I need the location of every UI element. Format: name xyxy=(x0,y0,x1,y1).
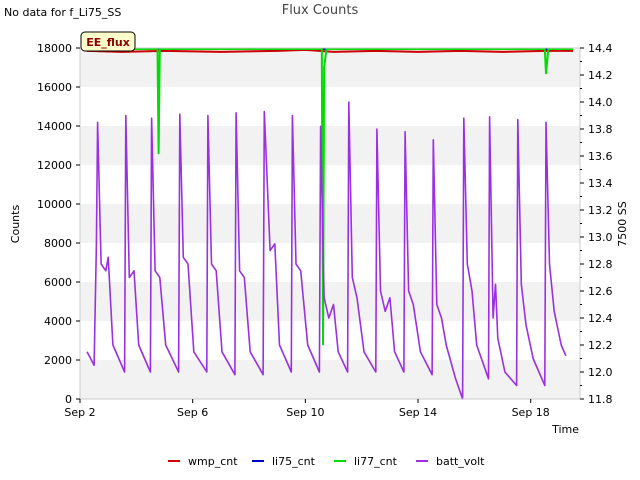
y-tick-label: 8000 xyxy=(44,237,72,250)
series-line-wmp-cnt xyxy=(86,48,573,53)
y2-tick-label: 12.2 xyxy=(588,339,613,352)
y-tick-label: 4000 xyxy=(44,315,72,328)
grid-band xyxy=(80,360,580,399)
legend-label-li75-cnt: li75_cnt xyxy=(272,455,316,468)
y2-tick-label: 12.8 xyxy=(588,258,613,271)
y2-tick-label: 14.0 xyxy=(588,96,613,109)
y2-tick-label: 13.8 xyxy=(588,123,613,136)
y-tick-label: 18000 xyxy=(37,42,72,55)
y2-tick-label: 14.2 xyxy=(588,69,613,82)
grid-band xyxy=(80,204,580,243)
legend-label-wmp-cnt: wmp_cnt xyxy=(188,455,238,468)
x-tick-label: Sep 18 xyxy=(512,406,550,419)
grid-band xyxy=(80,126,580,165)
ee-flux-annotation-text: EE_flux xyxy=(86,36,130,49)
x-tick-label: Sep 10 xyxy=(286,406,324,419)
y-axis-label: Counts xyxy=(9,205,22,244)
y2-tick-label: 11.8 xyxy=(588,393,613,406)
y-tick-label: 16000 xyxy=(37,81,72,94)
series-line-li77-cnt xyxy=(87,48,573,346)
series-line-batt-volt xyxy=(86,101,567,400)
left-axis-ticks: 0 2000 4000 6000 8000 10000 12000 14000 16000 180… xyxy=(37,42,80,406)
y-tick-label: 0 xyxy=(65,393,72,406)
y-tick-label: 10000 xyxy=(37,198,72,211)
y2-tick-label: 12.6 xyxy=(588,285,613,298)
y-tick-label: 12000 xyxy=(37,159,72,172)
chart-title: Flux Counts xyxy=(281,3,359,18)
y2-tick-label: 13.4 xyxy=(588,177,613,190)
x-tick-label: Sep 6 xyxy=(177,406,208,419)
x-axis-label: Time xyxy=(551,423,579,436)
y2-tick-label: 14.4 xyxy=(588,42,613,55)
y2-tick-label: 13.6 xyxy=(588,150,613,163)
series-lines xyxy=(86,48,573,400)
y2-axis-label: 7500 SS xyxy=(616,201,629,246)
y-tick-label: 6000 xyxy=(44,276,72,289)
x-tick-label: Sep 2 xyxy=(64,406,95,419)
y2-tick-label: 12.4 xyxy=(588,312,613,325)
y-tick-label: 14000 xyxy=(37,120,72,133)
legend: wmp_cnt li75_cnt li77_cnt batt_volt xyxy=(168,455,485,468)
y-tick-label: 2000 xyxy=(44,354,72,367)
legend-label-batt-volt: batt_volt xyxy=(436,455,485,468)
y2-tick-label: 13.0 xyxy=(588,231,613,244)
no-data-note: No data for f_Li75_SS xyxy=(4,6,122,19)
right-axis-ticks: 11.8 12.0 12.2 12.4 12.6 12.8 13.0 13.2 13.4 13.6… xyxy=(580,42,613,406)
background-bands xyxy=(80,48,580,399)
x-axis-ticks: Sep 2 Sep 6 Sep 10 Sep 14 Sep 18 xyxy=(64,399,550,419)
y2-tick-label: 13.2 xyxy=(588,204,613,217)
ee-flux-annotation: EE_flux xyxy=(80,31,136,52)
legend-label-li77-cnt: li77_cnt xyxy=(354,455,398,468)
grid-band xyxy=(80,48,580,87)
x-tick-label: Sep 14 xyxy=(399,406,437,419)
y2-tick-label: 12.0 xyxy=(588,366,613,379)
